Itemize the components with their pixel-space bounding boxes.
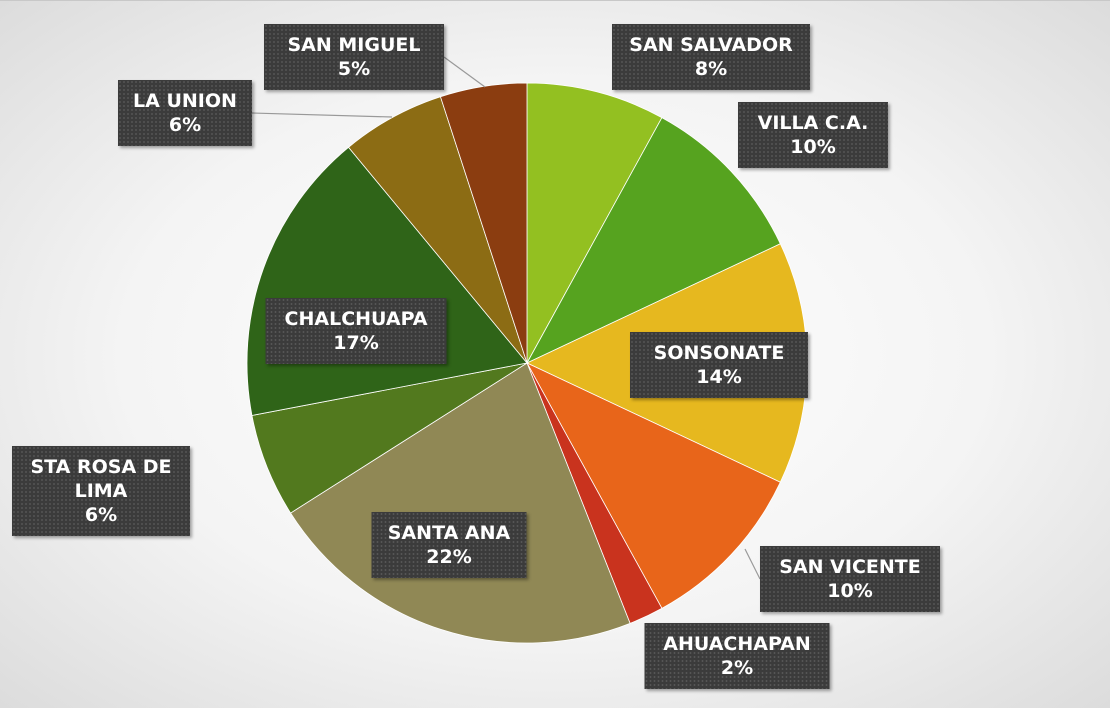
value-label: 10% — [827, 580, 873, 602]
pie-slice — [526, 82, 663, 364]
value-label: 14% — [696, 366, 742, 388]
data-label: AHUACHAPAN 2% — [644, 623, 830, 689]
value-label: 2% — [720, 657, 754, 679]
leader-line — [744, 548, 761, 580]
data-label: VILLA C.A. 10% — [738, 102, 888, 168]
leader-line — [443, 56, 486, 88]
category-label: AHUACHAPAN — [663, 633, 811, 655]
category-label: CHALCHUAPA — [284, 308, 428, 330]
pie-slice — [526, 117, 781, 364]
data-label: CHALCHUAPA 17% — [265, 298, 447, 364]
category-label: SAN SALVADOR — [629, 34, 793, 56]
pie-slice — [439, 82, 528, 364]
leader-line — [251, 112, 393, 118]
value-label: 22% — [426, 546, 472, 568]
category-label: LA UNION — [133, 90, 237, 112]
category-label: STA ROSA DE LIMA — [30, 456, 172, 502]
value-label: 17% — [333, 332, 379, 354]
category-label: SAN VICENTE — [779, 556, 921, 578]
category-label: SANTA ANA — [387, 522, 511, 544]
data-label: SANTA ANA 22% — [371, 512, 527, 578]
pie-slice — [526, 362, 781, 609]
category-label: SONSONATE — [653, 342, 785, 364]
data-label: SAN MIGUEL 5% — [264, 24, 444, 90]
value-label: 5% — [337, 58, 371, 80]
data-label: STA ROSA DE LIMA 6% — [12, 446, 190, 536]
value-label: 6% — [168, 114, 202, 136]
value-label: 6% — [84, 504, 118, 526]
data-label: SONSONATE 14% — [630, 332, 808, 398]
data-label: SAN SALVADOR 8% — [612, 24, 810, 90]
category-label: SAN MIGUEL — [287, 34, 421, 56]
data-label: LA UNION 6% — [118, 80, 252, 146]
value-label: 8% — [694, 58, 728, 80]
value-label: 10% — [790, 136, 836, 158]
data-label: SAN VICENTE 10% — [760, 546, 940, 612]
category-label: VILLA C.A. — [757, 112, 869, 134]
